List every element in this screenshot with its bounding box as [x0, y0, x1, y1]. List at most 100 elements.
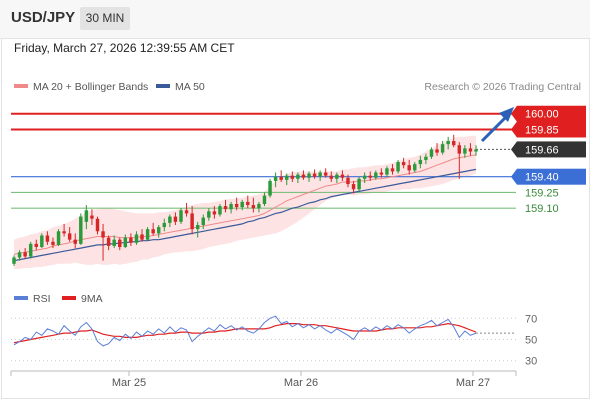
candle	[279, 170, 283, 182]
candle	[290, 171, 295, 182]
rsi-tick-label: 70	[525, 313, 537, 325]
candle	[156, 224, 161, 238]
candle-body	[67, 233, 72, 240]
candle-body	[129, 237, 133, 243]
candle	[273, 172, 278, 188]
candle-body	[262, 195, 267, 204]
candle	[129, 233, 133, 246]
candle	[463, 145, 467, 158]
candle	[362, 172, 367, 183]
candle	[190, 206, 194, 235]
candle-body	[90, 215, 94, 219]
candle	[123, 234, 128, 249]
x-axis: Mar 25 Mar 26 Mar 27	[10, 371, 517, 389]
candle	[45, 231, 50, 245]
candle-body	[179, 210, 183, 222]
resistance-2-label-bg	[517, 105, 586, 122]
candle	[240, 199, 244, 211]
candle	[79, 213, 83, 245]
candle	[346, 174, 350, 188]
ma50-legend-swatch	[156, 84, 170, 88]
candle	[452, 134, 456, 148]
candle-body	[207, 211, 211, 218]
candle-body	[118, 239, 122, 248]
candle-body	[151, 229, 155, 234]
candle-body	[285, 175, 289, 180]
candle-body	[301, 174, 306, 178]
candle	[424, 153, 428, 165]
candle-body	[79, 216, 83, 244]
candle	[429, 147, 434, 159]
candle-body	[452, 141, 456, 146]
candle-body	[112, 239, 116, 246]
candle-body	[424, 156, 428, 160]
key-levels	[11, 112, 516, 209]
candle-body	[45, 235, 50, 242]
candle	[401, 157, 406, 169]
candle	[201, 214, 205, 230]
candle-body	[413, 164, 417, 171]
price-labels: 160.00 159.85 159.40 159.25 159.10 159.66	[511, 105, 586, 215]
candle	[73, 233, 77, 249]
resistance-2-label-pointer	[511, 105, 517, 122]
candle-body	[351, 184, 356, 190]
candle	[396, 159, 400, 174]
candle	[335, 172, 339, 183]
current-price-label: 159.66	[525, 144, 559, 156]
candle-body	[184, 210, 189, 214]
candle	[40, 233, 44, 249]
candle-body	[218, 206, 222, 215]
candle-body	[106, 237, 111, 246]
candle	[168, 214, 172, 228]
candle-body	[168, 216, 172, 223]
candle-body	[296, 174, 300, 179]
candle	[301, 170, 306, 180]
candle-body	[140, 234, 144, 240]
candle-body	[145, 229, 150, 240]
candle	[296, 172, 300, 183]
candle	[173, 212, 178, 225]
support-2-label: 159.10	[525, 203, 559, 215]
candle	[329, 171, 334, 182]
candle-body	[95, 218, 100, 232]
ma50-line	[13, 168, 477, 262]
candle-body	[318, 172, 322, 177]
candle	[268, 178, 272, 198]
candle	[218, 203, 222, 217]
x-tick-label: Mar 26	[284, 377, 318, 389]
candle	[212, 206, 217, 219]
x-tick-label: Mar 27	[456, 377, 490, 389]
candle	[17, 250, 22, 261]
candle-body	[40, 235, 44, 248]
candle	[162, 218, 167, 232]
candle-body	[17, 252, 22, 258]
support-1-label: 159.25	[525, 187, 559, 199]
copyright-label: Research © 2026 Trading Central	[424, 81, 581, 93]
bollinger-band	[14, 135, 476, 269]
candle-body	[463, 148, 467, 154]
rsi-tick-label: 50	[525, 335, 537, 347]
candle	[407, 159, 411, 175]
candle	[385, 166, 389, 177]
candle-body	[279, 176, 283, 180]
timeframe-button[interactable]: 30 MIN	[80, 7, 130, 30]
candle	[446, 136, 450, 150]
candle	[118, 237, 122, 251]
candle	[145, 227, 150, 241]
candle	[418, 155, 423, 169]
candle	[90, 209, 94, 225]
pivot-label-bg	[517, 168, 586, 185]
candle	[207, 208, 211, 221]
moving-averages	[13, 154, 477, 262]
candle-body	[12, 257, 16, 264]
candle-body	[390, 168, 395, 172]
pivot-label: 159.40	[525, 172, 559, 184]
current-price-label-bg	[517, 141, 586, 158]
candle-body	[123, 237, 128, 248]
candle-body	[84, 210, 89, 222]
candle	[474, 145, 478, 156]
candle	[223, 199, 228, 213]
candle	[379, 168, 384, 178]
candle-body	[362, 175, 367, 179]
candle	[357, 176, 361, 192]
